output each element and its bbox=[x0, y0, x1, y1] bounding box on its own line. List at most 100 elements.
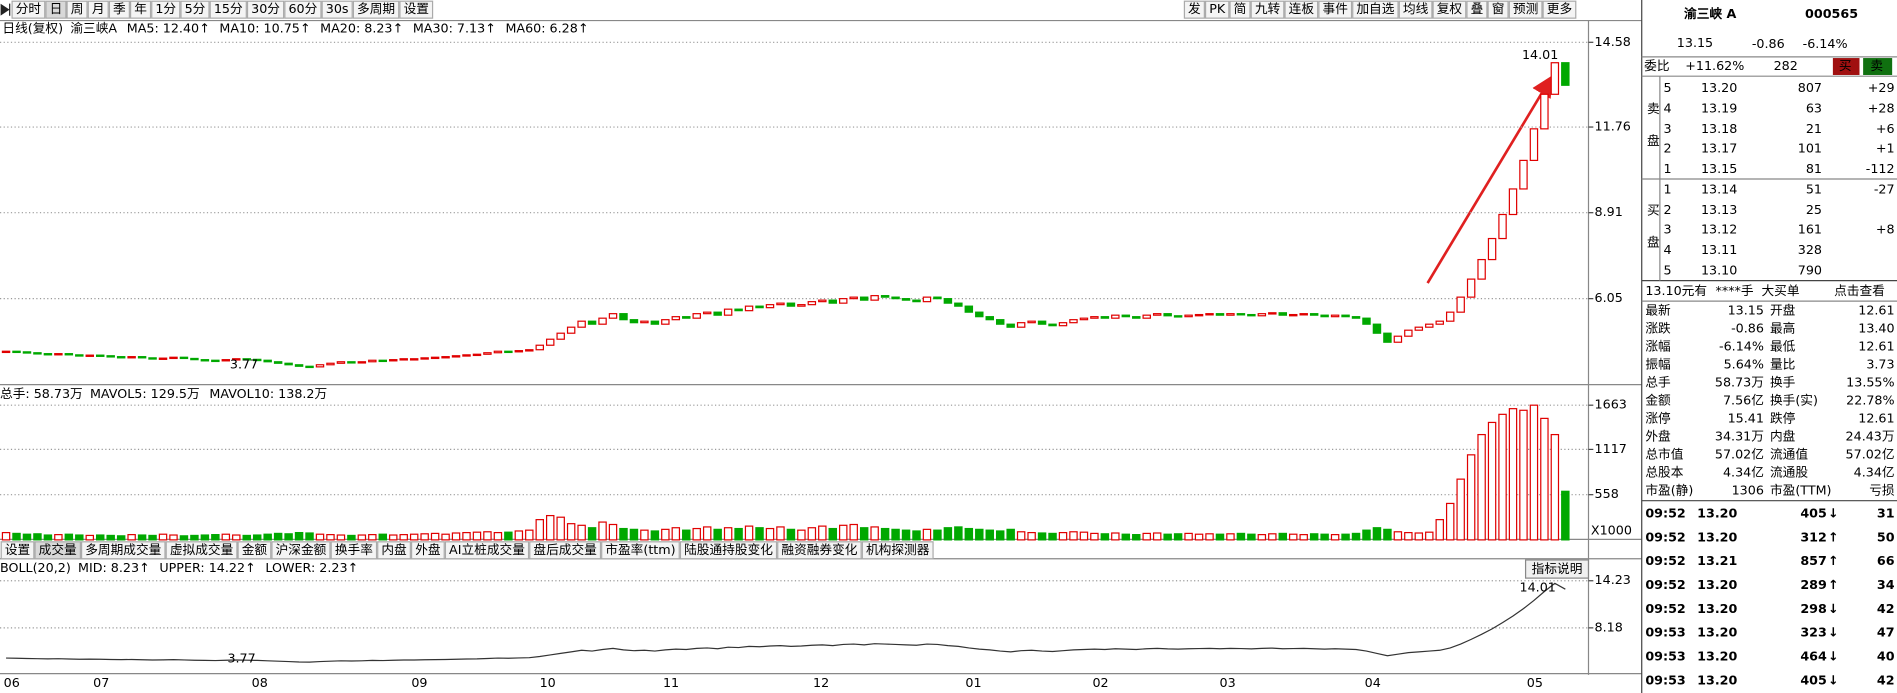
toolbar-button-frame[interactable] bbox=[284, 0, 322, 19]
x-tick-label: 02 bbox=[1092, 675, 1108, 690]
indicator-tab-frame[interactable] bbox=[601, 541, 680, 560]
toolbar-button[interactable]: 月 bbox=[92, 1, 105, 16]
stat-label: 换手 bbox=[1770, 374, 1796, 389]
toolbar-button[interactable]: 连板 bbox=[1289, 1, 1315, 16]
toolbar-button[interactable]: 事件 bbox=[1323, 1, 1349, 16]
toolbar-button[interactable]: 15分 bbox=[214, 1, 243, 16]
toolbar-button[interactable]: 分时 bbox=[16, 1, 42, 16]
sell-button-bg[interactable] bbox=[1863, 58, 1893, 75]
toolbar-button-frame[interactable] bbox=[352, 0, 400, 19]
indicator-tab[interactable]: AI立桩成交量 bbox=[449, 542, 525, 557]
toolbar-button-frame[interactable] bbox=[11, 0, 46, 19]
toolbar-button-frame[interactable] bbox=[399, 0, 434, 19]
toolbar-button-frame[interactable] bbox=[129, 0, 152, 19]
toolbar-button-frame[interactable] bbox=[321, 0, 353, 19]
volume-bar bbox=[1163, 533, 1172, 541]
indicator-tab-frame[interactable] bbox=[271, 541, 331, 560]
indicator-tab-frame[interactable] bbox=[0, 541, 35, 560]
indicator-tab[interactable]: 融资融券变化 bbox=[781, 542, 857, 557]
indicator-tab-frame[interactable] bbox=[377, 541, 411, 560]
toolbar-button-frame[interactable] bbox=[1204, 0, 1230, 19]
indicator-tab[interactable]: 市盈率(ttm) bbox=[605, 542, 675, 557]
toolbar-button-frame[interactable] bbox=[1508, 0, 1543, 19]
toolbar-button-frame[interactable] bbox=[1487, 0, 1509, 19]
toolbar-button-frame[interactable] bbox=[1352, 0, 1399, 19]
toolbar-button[interactable]: 1分 bbox=[155, 1, 176, 16]
candle bbox=[75, 354, 84, 357]
toolbar-button-frame[interactable] bbox=[246, 0, 285, 19]
buy-button[interactable]: 买 bbox=[1839, 58, 1852, 73]
toolbar-button[interactable]: 周 bbox=[71, 1, 84, 16]
toolbar-button[interactable]: 年 bbox=[134, 1, 147, 16]
indicator-tab-frame[interactable] bbox=[529, 541, 602, 560]
toolbar-button-frame[interactable] bbox=[108, 0, 130, 19]
toolbar-button[interactable]: 季 bbox=[113, 1, 126, 16]
nav-icon[interactable] bbox=[0, 3, 11, 16]
toolbar-button[interactable]: 30分 bbox=[251, 1, 280, 16]
indicator-tab[interactable]: 内盘 bbox=[381, 542, 407, 557]
big-order[interactable]: 点击查看 bbox=[1834, 283, 1885, 298]
toolbar-button[interactable]: 窗 bbox=[1492, 1, 1505, 16]
indicator-tab[interactable]: 沪深金额 bbox=[276, 542, 327, 557]
toolbar-button[interactable]: PK bbox=[1209, 1, 1226, 16]
indicator-tab[interactable]: 成交量 bbox=[39, 542, 77, 557]
indicator-tab[interactable]: 陆股通持股变化 bbox=[684, 542, 773, 557]
y-tick-label: 6.05 bbox=[1595, 290, 1623, 305]
indicator-tab[interactable]: 机构探测器 bbox=[866, 542, 930, 557]
toolbar-button[interactable]: 九转 bbox=[1255, 1, 1281, 16]
toolbar-button-frame[interactable] bbox=[209, 0, 247, 19]
toolbar-button[interactable]: 多周期 bbox=[357, 1, 395, 16]
toolbar-button-frame[interactable] bbox=[180, 0, 210, 19]
indicator-tab[interactable]: 多周期成交量 bbox=[85, 542, 161, 557]
indicator-tab-frame[interactable] bbox=[861, 541, 934, 560]
indicator-tab[interactable]: 换手率 bbox=[335, 542, 373, 557]
indicator-tab-frame[interactable] bbox=[444, 541, 530, 560]
indicator-tab[interactable]: 盘后成交量 bbox=[533, 542, 597, 557]
toolbar-button-frame[interactable] bbox=[45, 0, 67, 19]
toolbar-button[interactable]: 设置 bbox=[404, 1, 429, 16]
indicator-tab-frame[interactable] bbox=[777, 541, 862, 560]
toolbar-button-frame[interactable] bbox=[1318, 0, 1353, 19]
toolbar-button[interactable]: 更多 bbox=[1547, 1, 1572, 16]
toolbar-button[interactable]: 加自选 bbox=[1356, 1, 1394, 16]
indicator-tab-frame[interactable] bbox=[410, 541, 445, 560]
toolbar-button[interactable]: 5分 bbox=[185, 1, 206, 16]
toolbar-button-frame[interactable] bbox=[66, 0, 88, 19]
toolbar-button-frame[interactable] bbox=[1398, 0, 1433, 19]
explain-button[interactable]: 指标说明 bbox=[1532, 561, 1583, 576]
toolbar-button-frame[interactable] bbox=[1229, 0, 1251, 19]
indicator-tab-frame[interactable] bbox=[679, 541, 778, 560]
toolbar-button[interactable]: 简 bbox=[1234, 1, 1247, 16]
toolbar-button-frame[interactable] bbox=[1250, 0, 1285, 19]
toolbar-button-frame[interactable] bbox=[1542, 0, 1577, 19]
indicator-tab[interactable]: 金额 bbox=[242, 542, 268, 557]
toolbar-button-frame[interactable] bbox=[1432, 0, 1467, 19]
toolbar-button[interactable]: 30s bbox=[326, 1, 349, 16]
toolbar-button-frame[interactable] bbox=[1183, 0, 1205, 19]
toolbar-button-frame[interactable] bbox=[87, 0, 109, 19]
buy-button-bg[interactable] bbox=[1832, 58, 1860, 75]
toolbar-button[interactable]: 均线 bbox=[1403, 1, 1429, 16]
toolbar-button[interactable]: 叠 bbox=[1471, 1, 1484, 16]
explain-button-frame[interactable] bbox=[1524, 559, 1590, 579]
indicator-tab-frame[interactable] bbox=[165, 541, 238, 560]
indicator-tab-frame[interactable] bbox=[237, 541, 272, 560]
toolbar-button-frame[interactable] bbox=[1284, 0, 1319, 19]
sell-button[interactable]: 卖 bbox=[1870, 58, 1883, 73]
indicator-tab-frame[interactable] bbox=[34, 541, 81, 560]
indicator-tab-frame[interactable] bbox=[330, 541, 378, 560]
toolbar-button[interactable]: 发 bbox=[1188, 1, 1201, 16]
toolbar-button[interactable]: 60分 bbox=[288, 1, 317, 16]
indicator-tab-frame[interactable] bbox=[80, 541, 166, 560]
toolbar-button[interactable]: 日 bbox=[50, 1, 63, 16]
trade-price: 13.20 bbox=[1697, 625, 1737, 640]
toolbar-button[interactable]: 预测 bbox=[1513, 1, 1538, 16]
candle bbox=[587, 320, 597, 325]
toolbar-button[interactable]: 复权 bbox=[1437, 1, 1463, 16]
toolbar-button-frame[interactable] bbox=[1466, 0, 1488, 19]
indicator-tab[interactable]: 虚拟成交量 bbox=[170, 542, 234, 557]
indicator-tab[interactable]: 外盘 bbox=[415, 542, 441, 557]
indicator-tab[interactable]: 设置 bbox=[5, 542, 30, 557]
toolbar-button-frame[interactable] bbox=[151, 0, 181, 19]
candle bbox=[891, 296, 900, 300]
